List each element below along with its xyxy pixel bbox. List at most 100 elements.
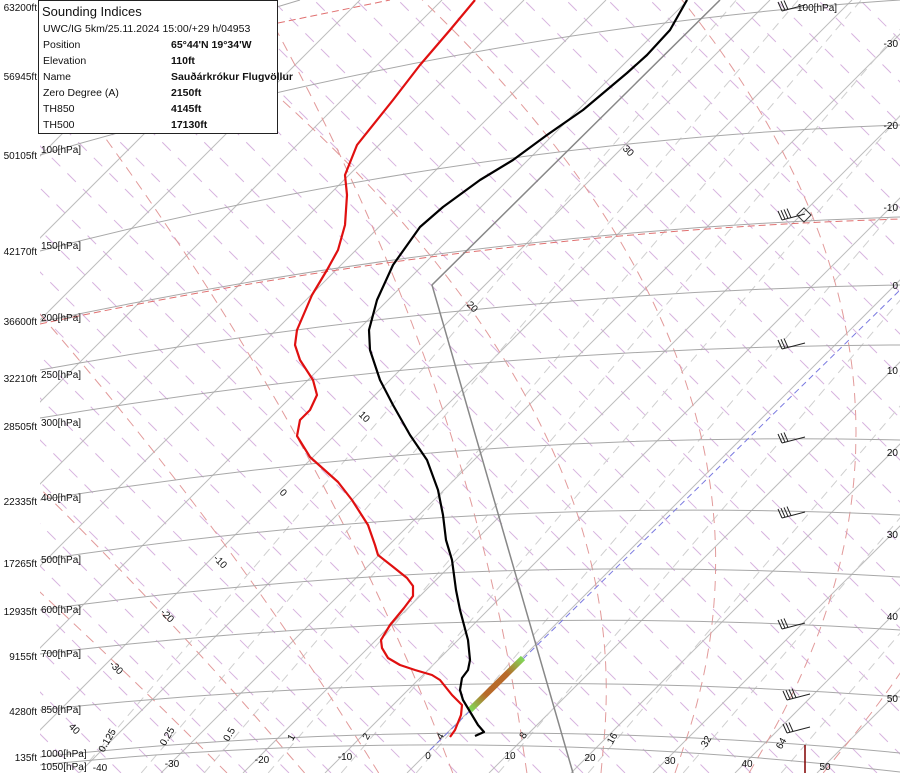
wind-barb-feather	[783, 0, 789, 10]
moist-adiabat-line	[822, 672, 900, 773]
dry-adiabat-line	[649, 0, 900, 251]
wind-barb-feather	[777, 433, 783, 444]
temperature-tick-label: -30	[165, 759, 180, 770]
height-label: 56945ft	[4, 72, 38, 83]
isobar-line	[40, 619, 900, 655]
isotherm-line	[324, 197, 900, 773]
adiabat-label: 40	[66, 721, 82, 737]
temperature-tick-label: 50	[819, 762, 831, 773]
isobar-line	[40, 344, 900, 419]
isotherm-line	[160, 33, 900, 773]
dry-adiabat-line	[523, 0, 900, 377]
wind-barb-feather	[780, 507, 786, 518]
pressure-label: 1050[hPa]	[41, 762, 87, 773]
wind-barb-icon	[777, 0, 806, 12]
wind-barb-staff	[781, 213, 806, 221]
wind-barb-icon	[782, 688, 811, 701]
wind-barb-icon	[777, 338, 806, 350]
moist-adiabat-line	[162, 0, 607, 773]
mixing-ratio-line	[780, 632, 900, 773]
isotherm-line	[570, 443, 900, 773]
tropopause-line	[40, 218, 900, 325]
sounding-curve-black	[367, 0, 688, 738]
adiabat-label: 30	[620, 143, 636, 159]
info-key: Zero Degree (A)	[43, 87, 119, 99]
info-row-name: Name Sauðárkrókur Flugvöllur	[43, 71, 293, 87]
dry-adiabat-line	[40, 523, 290, 773]
temperature-tick-label: 40	[741, 759, 753, 770]
dry-adiabat-line	[565, 0, 900, 335]
info-row-position: Position 65°44'N 19°34'W	[43, 39, 275, 55]
isotherm-line	[78, 0, 853, 773]
wind-barb-staff	[781, 4, 806, 12]
height-label: 36600ft	[4, 317, 38, 328]
info-title: Sounding Indices	[42, 4, 142, 19]
isotherm-line	[40, 0, 525, 485]
mixing-ratio-label: 8	[518, 730, 531, 741]
temperature-tick-label: 20	[887, 448, 899, 459]
info-key: TH500	[43, 119, 75, 131]
wind-barb-icon	[777, 618, 806, 630]
temperature-tick-label: 0	[425, 751, 431, 762]
isotherm-line	[734, 607, 900, 773]
sounding-indices-box: Sounding Indices UWC/IG 5km/25.11.2024 1…	[38, 0, 293, 134]
wind-barb-feather	[780, 209, 786, 220]
pressure-label: 250[hPa]	[41, 370, 81, 381]
temperature-tick-label: -30	[884, 39, 899, 50]
isotherm-line	[40, 0, 689, 649]
temperature-tick-label: 50	[887, 694, 899, 705]
temperature-tick-label: -40	[93, 763, 108, 773]
overlay	[40, 0, 900, 773]
wind-barb-staff	[786, 693, 811, 701]
wind-barb-staff	[781, 342, 806, 350]
pressure-label: 100[hPa]	[797, 3, 837, 14]
sounding-curve-red	[293, 0, 476, 738]
wind-barb-feather	[780, 618, 786, 629]
height-label: 28505ft	[4, 422, 38, 433]
height-label: 12935ft	[4, 607, 38, 618]
height-label: 32210ft	[4, 374, 38, 385]
dry-adiabat-line	[229, 0, 900, 671]
parcel-path-line	[431, 0, 721, 773]
wind-barb-feather	[785, 722, 791, 733]
temperature-tick-label: -20	[255, 755, 270, 766]
wind-barb-feather	[785, 689, 791, 700]
info-key: Name	[43, 71, 72, 83]
pressure-label: 100[hPa]	[41, 145, 81, 156]
mixing-ratio-line	[682, 517, 900, 773]
temperature-tick-label: 40	[887, 612, 899, 623]
isobar-line	[40, 216, 900, 323]
temperature-tick-label: -20	[884, 121, 899, 132]
dry-adiabat-line	[40, 397, 416, 773]
wind-barb-feather	[788, 689, 794, 699]
wind-barb-icon	[782, 722, 811, 734]
wind-barb-staff	[786, 726, 811, 734]
wind-barb-feather	[777, 1, 783, 12]
dry-adiabat-line	[271, 0, 900, 629]
temperature-tick-label: 10	[504, 751, 516, 762]
temperature-tick-label: -10	[884, 203, 899, 214]
isobar-line	[40, 438, 900, 501]
mixing-ratio-line	[340, 114, 900, 773]
isobar-line	[40, 732, 900, 758]
wind-barb-feather	[783, 432, 789, 442]
dry-adiabat-line	[733, 0, 900, 167]
dry-adiabat-line	[40, 481, 332, 773]
dry-adiabat-line	[40, 271, 542, 773]
height-label: 42170ft	[4, 247, 38, 258]
wind-barb-staff	[781, 436, 806, 444]
pressure-label: 600[hPa]	[41, 605, 81, 616]
dry-adiabat-line	[40, 187, 626, 773]
wind-barb-feather	[777, 339, 783, 350]
isobar-line	[40, 744, 900, 773]
isobar-line	[40, 284, 900, 371]
info-key: TH850	[43, 103, 75, 115]
temperature-tick-label: 30	[887, 530, 899, 541]
dry-adiabat-line	[313, 0, 900, 587]
dry-adiabat-line	[439, 0, 900, 461]
mixing-ratio-line	[587, 405, 900, 773]
pressure-label: 400[hPa]	[41, 493, 81, 504]
info-value: 17130ft	[171, 119, 208, 131]
moist-adiabat-line	[421, 0, 717, 773]
mixing-ratio-line	[415, 203, 900, 773]
